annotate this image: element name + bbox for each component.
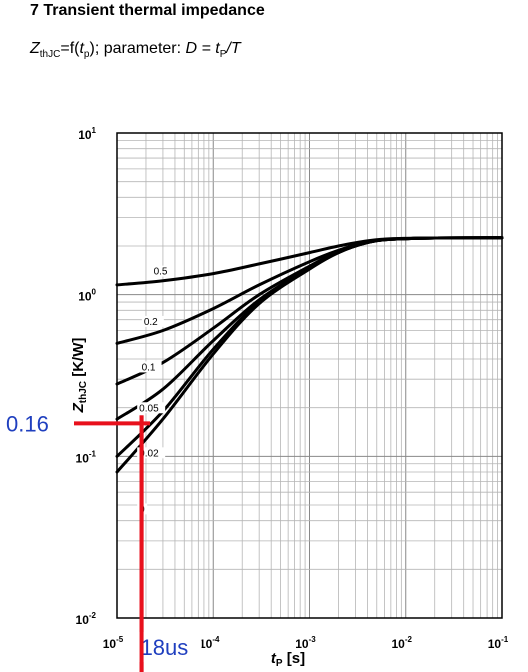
chart-subtitle: ZthJC=f(tp); parameter: D = tP/T (30, 40, 241, 60)
x-tick-label: 10-3 (295, 635, 316, 651)
x-tick-label: 10-2 (392, 635, 413, 651)
subtitle-param-end: /T (226, 40, 241, 57)
curve-d-0 (115, 236, 504, 474)
x-axis-label: tP [s] (271, 650, 305, 669)
subtitle-func: =f( (60, 40, 80, 57)
subtitle-sub-p: p (83, 49, 90, 61)
curves (115, 236, 504, 474)
curve-label: 0.02 (139, 448, 159, 459)
y-tick-label: 10-1 (76, 449, 97, 465)
y-tick-label: 101 (78, 126, 96, 142)
y-tick-label: 100 (78, 288, 96, 304)
subtitle-sub-thjc: thJC (39, 49, 61, 61)
subtitle-z: Z (30, 40, 40, 57)
annotation-markers: 0.16 18us (6, 411, 202, 672)
x-tick-labels: 10-5 10-4 10-3 10-2 10-1 (103, 635, 509, 651)
chart-title: 7 Transient thermal impedance (30, 2, 265, 19)
curve-label: 0.2 (144, 317, 158, 328)
subtitle-param-label: ); parameter: (89, 40, 186, 57)
x-tick-label: 10-4 (199, 635, 220, 651)
curve-label-bg (141, 315, 164, 327)
curve-label-bg (137, 402, 166, 414)
curve-label-bg (139, 361, 162, 373)
curve-label: 0.5 (154, 267, 168, 278)
y-marker-label: 0.16 (6, 411, 49, 436)
curve-label: 0.1 (142, 362, 156, 373)
y-tick-labels: 101 100 10-1 10-2 (76, 126, 97, 627)
subtitle-t: t (79, 40, 84, 57)
x-tick-label: 10-1 (488, 635, 509, 651)
curve-label: 0.05 (139, 403, 159, 414)
curve-label-bg (151, 265, 174, 277)
subtitle-param: D = t (185, 40, 220, 57)
y-axis-label: ZthJC [K/W] (70, 338, 89, 414)
curve-label-bg (137, 447, 166, 459)
plot-frame (116, 132, 503, 619)
x-tick-label: 10-5 (103, 635, 124, 651)
x-marker-label-bg (139, 632, 202, 662)
x-marker-label: 18us (141, 635, 189, 660)
subtitle-sub-P: P (219, 49, 227, 61)
y-tick-label: 10-2 (76, 611, 97, 627)
